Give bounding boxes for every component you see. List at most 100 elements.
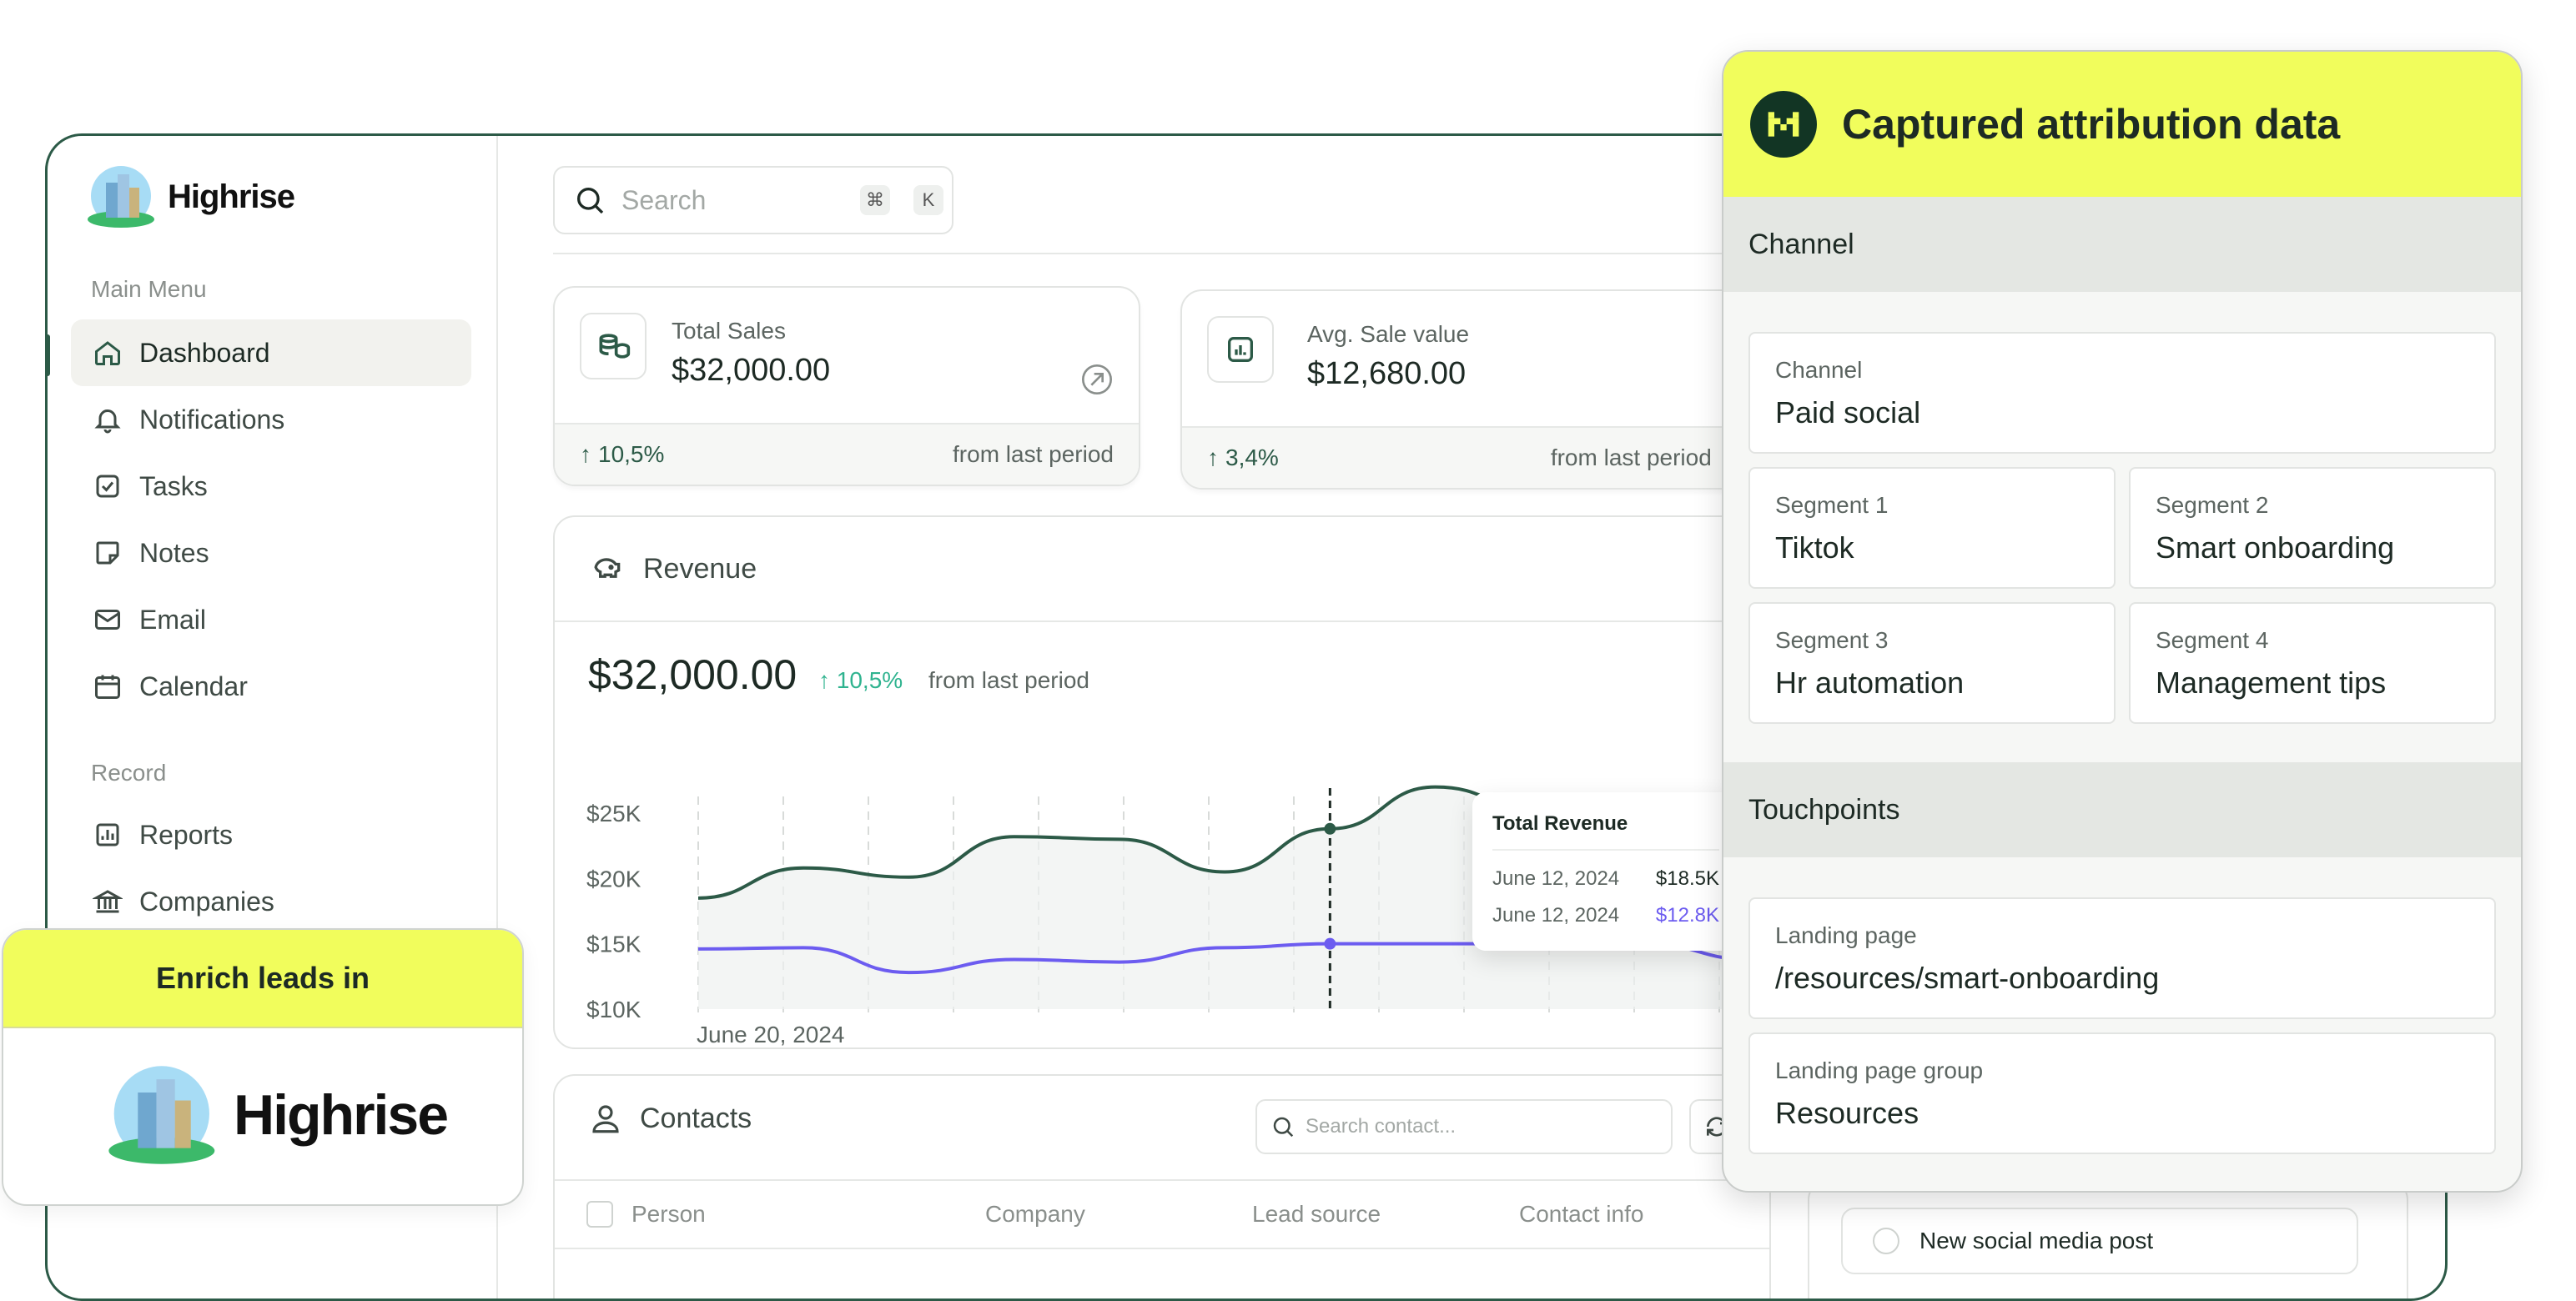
sidebar-item-label: Notes: [139, 537, 209, 568]
sidebar-item-dashboard[interactable]: Dashboard: [71, 319, 471, 386]
column-lead-source[interactable]: Lead source: [1252, 1201, 1381, 1227]
enrich-brand-logo: Highrise: [103, 1063, 449, 1167]
stat-change-value: 3,4%: [1225, 445, 1279, 470]
revenue-change: ↑ 10,5%: [818, 667, 903, 693]
main-menu-label: Main Menu: [91, 276, 207, 302]
user-icon: [592, 1105, 619, 1133]
contact-search-input[interactable]: Search contact...: [1255, 1099, 1673, 1154]
sidebar-item-label: Tasks: [139, 470, 208, 501]
chart-icon-box: [1207, 316, 1274, 383]
enrich-brand-name: Highrise: [234, 1083, 449, 1147]
sidebar-item-tasks[interactable]: Tasks: [71, 453, 471, 520]
checkbox-icon: [96, 475, 119, 498]
task-item[interactable]: New social media post: [1841, 1208, 2358, 1274]
arrow-up-icon: ↑: [1207, 445, 1219, 470]
refresh-icon: [1707, 1117, 1727, 1137]
record-label: Record: [91, 760, 167, 786]
task-radio[interactable]: [1873, 1228, 1899, 1254]
tooltip-row: June 12, 2024 $12.8K: [1492, 904, 1719, 927]
search-input[interactable]: Search: [621, 184, 707, 215]
sidebar-item-label: Notifications: [139, 404, 285, 435]
enrich-heading: Enrich leads in: [3, 930, 522, 1028]
sidebar-item-label: Calendar: [139, 671, 248, 701]
enrich-card: Enrich leads in Highrise: [2, 928, 524, 1206]
revenue-title: Revenue: [643, 552, 757, 585]
stat-change: ↑ 3,4%: [1207, 445, 1279, 471]
coins-icon: [599, 334, 631, 359]
report-icon: [96, 823, 119, 846]
attribution-logo-icon: [1750, 91, 1817, 158]
sidebar-item-calendar[interactable]: Calendar: [71, 653, 471, 720]
sidebar-item-notes[interactable]: Notes: [71, 520, 471, 586]
channel-section-header: Channel: [1723, 197, 2521, 292]
field-label: Landing page group: [1775, 1057, 1984, 1083]
y-tick-label: $20K: [586, 866, 641, 892]
stat-value: $32,000.00: [672, 353, 831, 388]
tooltip-title: Total Revenue: [1492, 812, 1628, 835]
shortcut-key-cmd: ⌘: [860, 185, 890, 215]
sidebar-item-reports[interactable]: Reports: [71, 801, 471, 868]
attribution-title: Captured attribution data: [1842, 101, 2341, 148]
field-value: Management tips: [2156, 666, 2387, 700]
landing-page-field: Landing page /resources/smart-onboarding: [1748, 897, 2496, 1019]
tooltip-date: June 12, 2024: [1492, 867, 1620, 890]
y-tick-label: $15K: [586, 932, 641, 957]
select-all-checkbox[interactable]: [586, 1201, 613, 1228]
global-search[interactable]: Search ⌘ K: [553, 166, 953, 234]
stat-title: Avg. Sale value: [1307, 321, 1470, 347]
field-label: Landing page: [1775, 922, 1917, 948]
x-axis-label: June 20, 2024: [697, 1022, 845, 1047]
home-icon: [95, 341, 120, 365]
bar-chart-icon: [1228, 337, 1253, 362]
contacts-card: Contacts Search contact... Person Compan…: [553, 1074, 1771, 1298]
landing-page-group-field: Landing page group Resources: [1748, 1032, 2496, 1154]
sidebar: Highrise Main Menu Dashboard Notificatio…: [48, 136, 498, 1298]
brand-name: Highrise: [168, 178, 295, 215]
stat-title: Total Sales: [672, 318, 786, 344]
avg-sale-card[interactable]: Avg. Sale value $12,680.00 ↑ 3,4% from la…: [1180, 289, 1768, 490]
field-label: Channel: [1775, 357, 1863, 383]
tooltip-value: $12.8K: [1655, 904, 1719, 927]
field-value: Tiktok: [1775, 530, 1854, 565]
sidebar-item-label: Reports: [139, 819, 234, 850]
shortcut-key-k: K: [913, 185, 943, 215]
sidebar-item-email[interactable]: Email: [71, 586, 471, 653]
hover-point: [1324, 937, 1336, 950]
arrow-up-right-icon[interactable]: [1080, 363, 1114, 396]
column-company[interactable]: Company: [985, 1201, 1085, 1227]
y-tick-label: $10K: [586, 997, 641, 1022]
field-value: Paid social: [1775, 395, 1921, 429]
revenue-change-value: 10,5%: [836, 667, 903, 693]
column-person[interactable]: Person: [631, 1201, 706, 1227]
contact-search-placeholder: Search contact...: [1306, 1115, 1457, 1138]
total-sales-card[interactable]: Total Sales $32,000.00 ↑ 10,5% from last …: [553, 286, 1140, 486]
sidebar-item-companies[interactable]: Companies: [71, 868, 471, 935]
field-value: Hr automation: [1775, 666, 1965, 700]
calendar-icon: [95, 675, 120, 699]
stat-change-value: 10,5%: [598, 441, 665, 467]
brand-logo[interactable]: Highrise: [84, 164, 295, 229]
sidebar-item-label: Email: [139, 604, 207, 635]
header-divider: [553, 253, 1771, 254]
tooltip-row: June 12, 2024 $18.5K: [1492, 867, 1719, 891]
field-label: Segment 1: [1775, 492, 1889, 518]
field-label: Segment 2: [2156, 492, 2269, 518]
sidebar-item-notifications[interactable]: Notifications: [71, 386, 471, 453]
coins-icon-box: [580, 313, 647, 379]
field-value: Smart onboarding: [2156, 530, 2395, 565]
mail-icon: [95, 610, 120, 630]
segment-4-field: Segment 4 Management tips: [2129, 602, 2496, 724]
column-contact-info[interactable]: Contact info: [1519, 1201, 1644, 1227]
revenue-header: Revenue: [555, 517, 1769, 622]
highrise-logo-icon: [88, 166, 154, 228]
stat-from: from last period: [1550, 445, 1712, 470]
stat-value: $12,680.00: [1307, 356, 1467, 391]
field-label: Segment 3: [1775, 627, 1889, 653]
active-nav-marker: [48, 334, 50, 376]
stat-footer: ↑ 3,4% from last period: [1182, 426, 1766, 488]
segment-3-field: Segment 3 Hr automation: [1748, 602, 2116, 724]
bank-icon: [93, 890, 123, 913]
tooltip-value: $18.5K: [1655, 867, 1719, 890]
segment-1-field: Segment 1 Tiktok: [1748, 467, 2116, 589]
field-label: Segment 4: [2156, 627, 2269, 653]
